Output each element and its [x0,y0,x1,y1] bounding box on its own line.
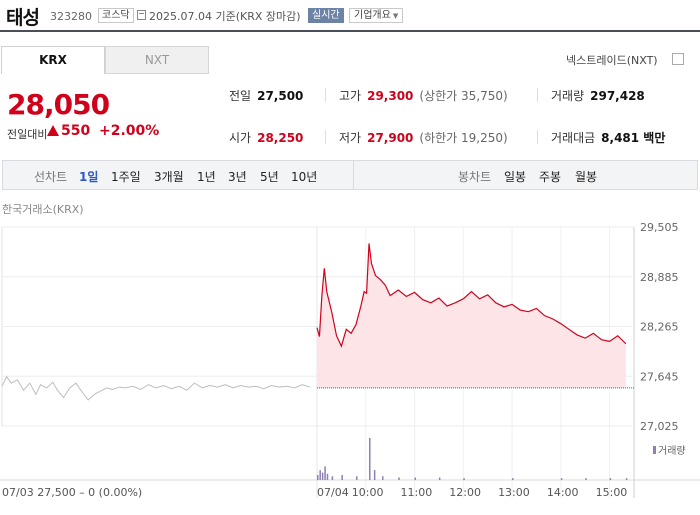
x-tick-label: 14:00 [547,486,579,499]
divider [537,88,538,102]
volume-bar [585,478,587,480]
stat-high: 고가 29,300 (상한가 35,750) [339,87,508,104]
stat-low: 저가 27,900 (하한가 19,250) [339,129,508,146]
candle-daily[interactable]: 일봉 [504,170,527,184]
today-area [317,243,626,388]
stock-header: 태성 323280 코스닥 2025.07.04 기준(KRX 장마감) 실시간… [0,0,700,32]
x-tick-label: 15:00 [596,486,628,499]
y-tick-label: 28,265 [640,321,679,334]
volume-bar [321,472,324,480]
calendar-icon [137,10,146,20]
prev-day-summary: 07/03 27,500 – 0 (0.00%) [2,486,142,499]
stat-prev: 전일 27,500 [229,87,303,104]
stat-low-label: 저가 [339,131,362,145]
chevron-down-icon: ▼ [392,12,399,20]
prev-day-line [1,375,311,401]
tab-krx[interactable]: KRX [1,46,105,74]
change-label: 전일대비 [7,128,48,141]
volume-bar [463,478,465,480]
price-chart: 29,505 28,885 28,265 27,645 27,025 거래량 07/04 10… [0,221,700,499]
divider [325,88,326,102]
upper-limit: (상한가 35,750) [419,89,508,103]
realtime-button[interactable]: 실시간 [308,8,344,23]
period-toolbar: 선차트 1일 1주일 3개월 1년 3년 5년 10년 봉차트 일봉 주봉 월봉 [2,160,698,190]
nextrade-link[interactable]: 넥스트레이드(NXT) [566,54,658,67]
tab-nxt[interactable]: NXT [105,46,209,74]
basis-text: 기준(KRX 장마감) [215,10,301,23]
volume-bar [319,470,321,480]
stat-prev-label: 전일 [229,89,252,103]
x-tick-label: 07/04 [317,486,349,499]
volume-bar [331,476,334,480]
period-1w[interactable]: 1주일 [111,170,141,184]
candle-weekly[interactable]: 주봉 [539,170,562,184]
company-info-label: 기업개요 [354,10,391,21]
date-text: 2025.07.04 [149,10,212,23]
volume-bar [373,470,376,480]
change-value: 550 [61,123,91,139]
volume-legend-swatch [653,446,656,454]
x-tick-label: 13:00 [498,486,530,499]
up-triangle-icon [47,125,59,136]
volume-bar [324,466,326,480]
volume-bar [369,438,371,480]
stat-open: 시가 28,250 [229,129,303,146]
y-tick-label: 29,505 [640,221,679,234]
volume-bar [317,475,319,480]
stock-code: 323280 [50,10,92,23]
y-tick-label: 28,885 [640,271,679,284]
basis-date: 2025.07.04 기준(KRX 장마감) [149,8,301,24]
x-tick-label: 10:00 [352,486,384,499]
period-1d[interactable]: 1일 [79,170,99,184]
y-tick-label: 27,645 [640,370,679,383]
toolbar-divider [353,161,354,189]
today-price-line [316,243,627,348]
volume-bar [398,477,400,480]
volume-bar [341,475,343,480]
market-badge: 코스닥 [98,8,134,23]
stock-name: 태성 [6,7,40,29]
volume-bar [326,473,329,480]
current-price: 28,050 [7,88,110,121]
divider [537,130,538,144]
period-5y[interactable]: 5년 [260,170,279,184]
period-3m[interactable]: 3개월 [154,170,184,184]
stat-high-value: 29,300 [367,89,414,103]
volume-bar [625,478,628,480]
nextrade-checkbox[interactable] [672,53,684,65]
volume-bar [356,476,358,480]
volume-bar [382,476,384,480]
stat-volume: 거래량 297,428 [551,87,645,104]
volume-bar [560,478,563,480]
volume-bar [609,478,612,480]
stat-amount-label: 거래대금 [551,131,596,145]
candle-chart-label: 봉차트 [458,170,492,184]
stat-low-value: 27,900 [367,131,414,145]
divider [325,130,326,144]
stat-amount: 거래대금 8,481 백만 [551,129,665,146]
stat-volume-label: 거래량 [551,89,585,103]
x-tick-label: 12:00 [449,486,481,499]
y-tick-label: 27,025 [640,420,679,433]
period-3y[interactable]: 3년 [228,170,247,184]
x-tick-label: 11:00 [401,486,433,499]
chart-source: 한국거래소(KRX) [2,203,84,216]
volume-legend-label: 거래량 [658,445,686,457]
stat-open-label: 시가 [229,131,252,145]
change-percent: +2.00% [99,123,160,139]
line-chart-label: 선차트 [34,170,68,184]
period-10y[interactable]: 10년 [291,170,318,184]
period-1y[interactable]: 1년 [197,170,216,184]
volume-bar [512,478,514,480]
stat-prev-value: 27,500 [257,89,304,103]
stat-high-label: 고가 [339,89,362,103]
lower-limit: (하한가 19,250) [419,131,508,145]
stat-volume-value: 297,428 [590,89,645,103]
candle-monthly[interactable]: 월봉 [575,170,598,184]
volume-bar [438,477,441,480]
company-info-dropdown[interactable]: 기업개요 ▼ [349,8,404,23]
stat-amount-value: 8,481 백만 [601,131,666,145]
volume-bar [414,477,417,480]
stat-open-value: 28,250 [257,131,304,145]
